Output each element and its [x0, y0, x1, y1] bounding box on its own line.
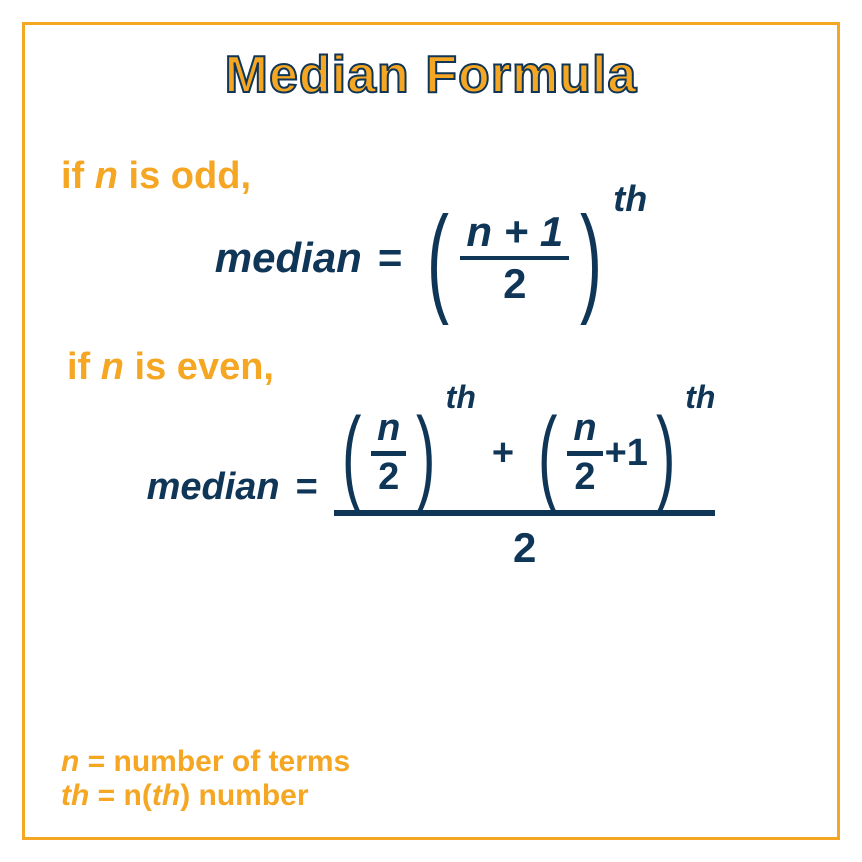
rparen-icon: ) [656, 414, 675, 497]
odd-paren-group: ( n + 1 2 ) th [418, 204, 647, 312]
legend-n-var: n [61, 745, 79, 778]
even-term2-fraction: n 2 [565, 403, 604, 504]
odd-cond-var: n [95, 155, 118, 197]
legend-th-post: ) number [180, 779, 308, 812]
lparen-icon: ( [427, 213, 449, 307]
even-term2-sup: th [685, 379, 715, 416]
infographic-frame: Median Formula if n is odd, median = ( n… [22, 22, 840, 840]
even-outer-den: 2 [513, 516, 536, 572]
even-term2-plus1: +1 [605, 432, 648, 475]
lparen-icon: ( [538, 414, 557, 497]
even-lhs: median [147, 466, 280, 509]
rparen-icon: ) [580, 213, 602, 307]
even-eq: = [290, 466, 324, 509]
even-term2: ( n 2 +1 ) th [530, 403, 715, 504]
odd-eq: = [372, 234, 409, 282]
legend-n-text: number of terms [114, 745, 351, 778]
odd-fraction: n + 1 2 [458, 204, 571, 312]
even-formula: median = ( n 2 ) th + ( [61, 403, 801, 572]
even-term1-den: 2 [372, 456, 405, 498]
legend-th-var: th [61, 779, 89, 812]
even-term1-fraction: n 2 [369, 403, 408, 504]
odd-denominator: 2 [497, 260, 532, 306]
odd-cond-suffix: is odd, [118, 155, 251, 197]
page-title: Median Formula [61, 45, 801, 105]
rparen-icon: ) [416, 414, 435, 497]
legend-n-eq: = [79, 745, 113, 778]
legend-th-pre: n( [124, 779, 152, 812]
even-term2-num: n [567, 409, 602, 451]
even-term1: ( n 2 ) th [334, 403, 476, 504]
odd-numerator: n + 1 [460, 210, 569, 256]
lparen-icon: ( [342, 414, 361, 497]
even-numerator-row: ( n 2 ) th + ( n [334, 403, 716, 504]
legend-th-eq: = [89, 779, 123, 812]
odd-formula: median = ( n + 1 2 ) th [61, 204, 801, 312]
odd-cond-prefix: if [61, 155, 95, 197]
even-cond-var: n [101, 346, 124, 388]
even-cond-suffix: is even, [124, 346, 274, 388]
even-term1-num: n [371, 409, 406, 451]
even-term1-sup: th [446, 379, 476, 416]
even-cond-prefix: if [67, 346, 101, 388]
legend-th-mid: th [152, 779, 180, 812]
odd-lhs: median [215, 234, 362, 282]
odd-superscript: th [613, 178, 647, 220]
even-term2-den: 2 [568, 456, 601, 498]
even-outer-fraction: ( n 2 ) th + ( n [334, 403, 716, 572]
legend: n = number of terms th = n(th) number [61, 745, 350, 813]
even-plus: + [476, 432, 530, 475]
legend-line-1: n = number of terms [61, 745, 350, 779]
legend-line-2: th = n(th) number [61, 779, 350, 813]
